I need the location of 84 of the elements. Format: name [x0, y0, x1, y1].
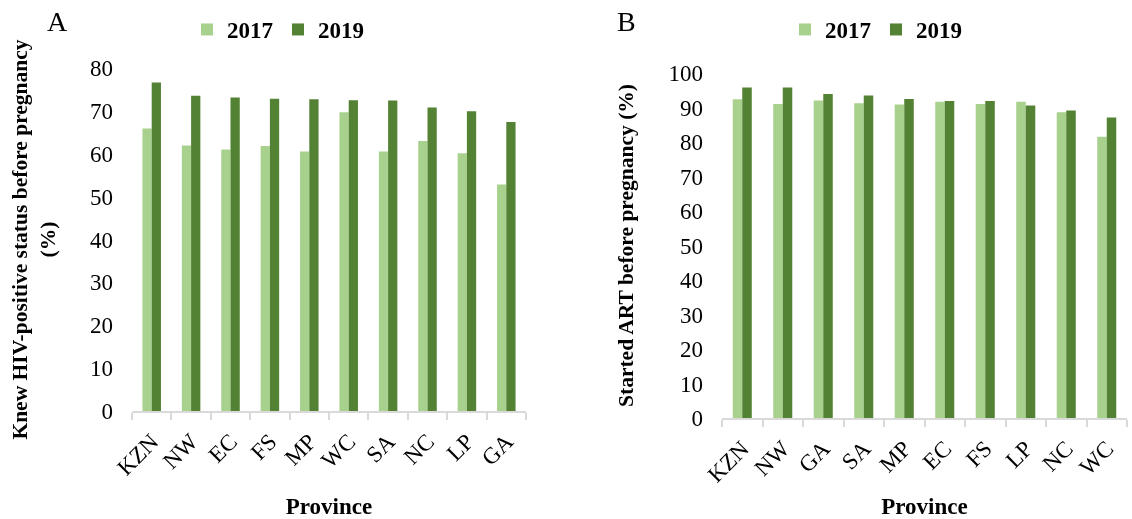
- y-tick-label: 30: [680, 302, 703, 328]
- bar: [854, 103, 864, 418]
- bar: [1066, 110, 1076, 418]
- legend-label: 2017: [825, 18, 871, 44]
- x-axis-title: Province: [881, 494, 968, 519]
- bar: [1025, 105, 1036, 418]
- bar: [378, 151, 389, 411]
- bar: [151, 82, 161, 411]
- x-tick-label: NW: [157, 428, 203, 474]
- bar: [221, 149, 231, 411]
- bar: [427, 107, 437, 411]
- bar: [339, 112, 349, 411]
- legend-label: 2019: [318, 18, 364, 44]
- x-tick-label: LP: [441, 429, 479, 466]
- y-tick-label: 30: [90, 270, 113, 296]
- y-tick-label: 50: [90, 184, 113, 210]
- y-tick-label: 80: [90, 56, 113, 82]
- y-tick-label: 70: [680, 164, 703, 190]
- y-tick-label: 0: [691, 406, 703, 432]
- y-tick-label: 90: [680, 95, 703, 121]
- bar: [1016, 101, 1026, 418]
- x-tick-label: GA: [793, 435, 836, 478]
- x-tick-label: SA: [836, 435, 876, 475]
- bar: [418, 140, 428, 411]
- bar: [823, 94, 833, 418]
- y-tick-label: 20: [680, 337, 703, 363]
- x-axis-title: Province: [285, 494, 373, 519]
- bar: [300, 151, 310, 411]
- bar: [1056, 112, 1067, 418]
- bar: [732, 99, 743, 418]
- x-tick-label: NC: [398, 429, 440, 470]
- legend-label: 2017: [227, 18, 273, 44]
- bar: [813, 100, 824, 418]
- y-tick-label: 40: [90, 227, 113, 253]
- x-tick-label: LP: [1000, 436, 1038, 473]
- bar: [269, 98, 280, 411]
- bar: [457, 153, 467, 411]
- y-tick-label: 0: [101, 399, 113, 425]
- y-tick-label: 80: [680, 130, 703, 156]
- bar: [348, 100, 358, 411]
- chart-title: A: [47, 6, 68, 37]
- x-tick-label: FS: [961, 436, 997, 472]
- bar: [894, 104, 905, 418]
- bar: [904, 98, 914, 418]
- bar: [497, 184, 507, 411]
- bar: [230, 97, 240, 411]
- bar: [309, 99, 319, 411]
- chart-title: B: [617, 6, 636, 37]
- y-tick-label: 60: [680, 199, 703, 225]
- bar: [742, 87, 752, 418]
- x-tick-label: EC: [917, 436, 957, 475]
- bar: [388, 100, 398, 411]
- bar: [1097, 136, 1107, 418]
- y-axis-title: Started ART before pregnancy (%): [614, 84, 639, 407]
- bar: [506, 122, 516, 411]
- y-axis-title: Knew HIV-positive status before pregnancy (%): [8, 39, 60, 440]
- x-tick-label: SA: [361, 428, 401, 468]
- x-tick-label: EC: [203, 429, 243, 468]
- bar: [975, 104, 986, 418]
- y-tick-label: 20: [90, 313, 113, 339]
- y-tick-label: 10: [680, 371, 703, 397]
- bar: [782, 87, 793, 418]
- bar: [191, 95, 201, 411]
- bar: [944, 100, 955, 418]
- y-tick-label: 70: [90, 98, 113, 124]
- bar: [181, 145, 192, 411]
- y-tick-label: 100: [668, 61, 703, 87]
- y-tick-label: 10: [90, 356, 113, 382]
- bar: [773, 104, 783, 418]
- y-tick-label: 50: [680, 233, 703, 259]
- bar: [1106, 117, 1117, 418]
- legend-label: 2019: [916, 18, 962, 44]
- bar: [935, 101, 945, 418]
- bar: [260, 146, 270, 411]
- x-tick-label: MP: [874, 436, 916, 478]
- x-tick-label: NW: [749, 435, 795, 481]
- y-tick-label: 60: [90, 141, 113, 167]
- bar: [142, 128, 152, 411]
- bar: [985, 100, 995, 418]
- bar: [466, 111, 477, 411]
- y-tick-label: 40: [680, 268, 703, 294]
- x-tick-label: GA: [476, 428, 519, 471]
- x-tick-label: FS: [245, 429, 282, 465]
- bar: [863, 95, 874, 418]
